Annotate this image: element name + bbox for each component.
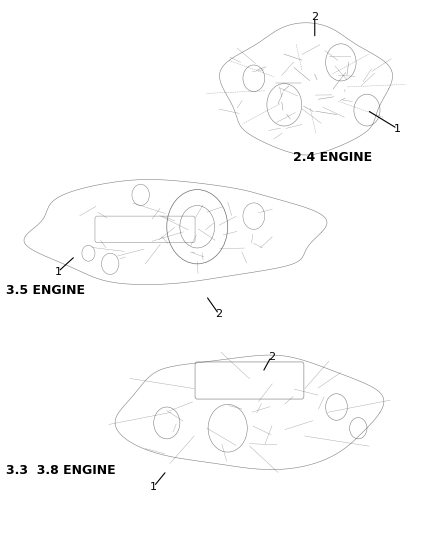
Text: 2.4 ENGINE: 2.4 ENGINE	[293, 151, 372, 164]
Text: 1: 1	[394, 124, 401, 134]
Text: 2: 2	[268, 352, 275, 361]
Text: 3.5 ENGINE: 3.5 ENGINE	[6, 284, 85, 297]
Text: 2: 2	[215, 309, 223, 319]
Text: 3.3  3.8 ENGINE: 3.3 3.8 ENGINE	[6, 464, 115, 477]
Text: 1: 1	[150, 481, 157, 491]
Text: 2: 2	[311, 12, 318, 22]
Text: 1: 1	[54, 267, 61, 277]
